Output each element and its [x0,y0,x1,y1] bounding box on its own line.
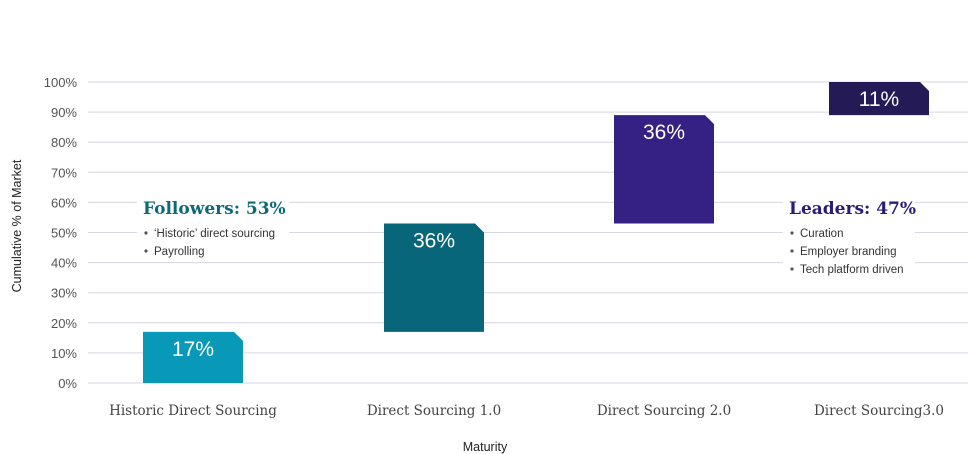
bar-value-label: 11% [859,88,899,111]
annotation-title: Leaders: 47% [789,199,916,219]
bar [143,331,243,383]
y-axis-title: Cumulative % of Market [10,159,24,292]
bar-value-label: 36% [413,229,455,252]
x-axis-title: Maturity [463,440,508,454]
x-category-label: Direct Sourcing 2.0 [597,403,731,419]
bullet-dot [790,267,794,271]
annotation-title: Followers: 53% [143,199,286,219]
annotation-bullet: Curation [800,228,843,240]
y-tick-label: 40% [51,256,77,271]
bullet-dot [144,231,148,235]
annotation-background [783,194,915,278]
bars: 17% 36% 36% 11% [143,82,929,383]
y-tick-label: 10% [51,346,77,361]
annotation-background [137,194,289,260]
y-tick-label: 90% [51,105,77,120]
bullet-dot [790,249,794,253]
y-tick-label: 50% [51,226,77,241]
bar [614,115,714,224]
x-category-label: Historic Direct Sourcing [109,403,277,419]
x-category-label: Direct Sourcing3.0 [814,403,944,419]
y-tick-label: 60% [51,195,77,210]
bar [829,82,929,116]
y-tick-label: 30% [51,286,77,301]
annotations: Followers: 53% ‘Historic’ direct sourcing… [137,194,916,278]
annotation-bullet: Payrolling [154,246,205,258]
annotation-bullet: ‘Historic’ direct sourcing [154,228,275,240]
y-tick-label: 20% [51,316,77,331]
y-tick-label: 0% [58,376,77,391]
bar-value-label: 36% [643,121,685,144]
bar-value-label: 17% [172,338,214,361]
bullet-dot [144,249,148,253]
x-category-label: Direct Sourcing 1.0 [367,403,501,419]
bar [384,223,484,332]
bullet-dot [790,231,794,235]
y-axis-ticks: 0% 10% 20% 30% 40% 50% 60% 70% 80% 90% 100% [44,75,78,391]
annotation-bullet: Tech platform driven [800,264,904,276]
annotation-bullet: Employer branding [800,246,897,258]
y-tick-label: 100% [44,75,78,90]
x-axis-categories: Historic Direct Sourcing Direct Sourcing … [109,403,944,419]
y-tick-label: 80% [51,135,77,150]
y-tick-label: 70% [51,165,77,180]
